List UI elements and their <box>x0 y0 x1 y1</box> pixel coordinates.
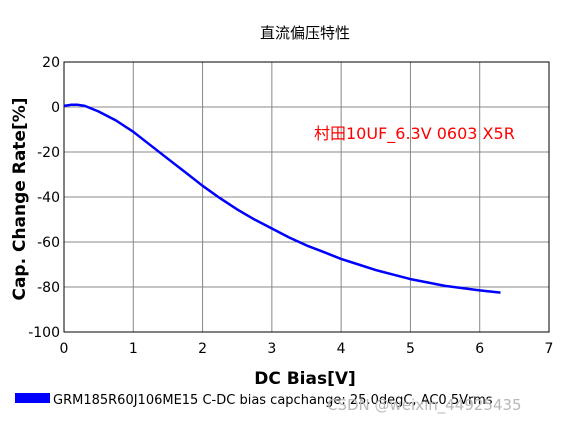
x-tick-labels: 0 1 2 3 4 5 6 7 <box>60 341 554 357</box>
y-tick-label: -40 <box>37 190 60 206</box>
x-tick-label: 4 <box>337 341 346 357</box>
chart-annotation: 村田10UF_6.3V 0603 X5R <box>314 124 515 144</box>
watermark-text: CSDN @weixin_44925435 <box>327 396 522 415</box>
legend-label: GRM185R60J106ME15 C-DC bias capchange: 2… <box>53 393 493 408</box>
legend-swatch <box>15 393 50 403</box>
y-tick-label: 20 <box>42 55 60 71</box>
y-tick-label: 0 <box>51 100 60 116</box>
x-tick-label: 7 <box>545 341 554 357</box>
grid-lines <box>64 62 549 332</box>
y-tick-label: -60 <box>37 235 60 251</box>
y-tick-label: -80 <box>37 280 60 296</box>
y-axis-label: Cap. Change Rate[%] <box>10 97 30 300</box>
x-tick-label: 2 <box>198 341 207 357</box>
x-axis-label: DC Bias[V] <box>254 369 356 389</box>
y-tick-label: -20 <box>37 145 60 161</box>
x-tick-label: 0 <box>60 341 69 357</box>
series-line <box>63 103 501 294</box>
y-tick-labels: 20 0 -20 -40 -60 -80 -100 <box>28 55 60 341</box>
x-tick-label: 5 <box>406 341 415 357</box>
plot-frame <box>63 61 550 333</box>
chart-title: 直流偏压特性 <box>260 24 350 42</box>
x-tick-label: 6 <box>475 341 484 357</box>
y-tick-label: -100 <box>28 325 60 341</box>
x-tick-label: 1 <box>129 341 138 357</box>
x-tick-label: 3 <box>267 341 276 357</box>
